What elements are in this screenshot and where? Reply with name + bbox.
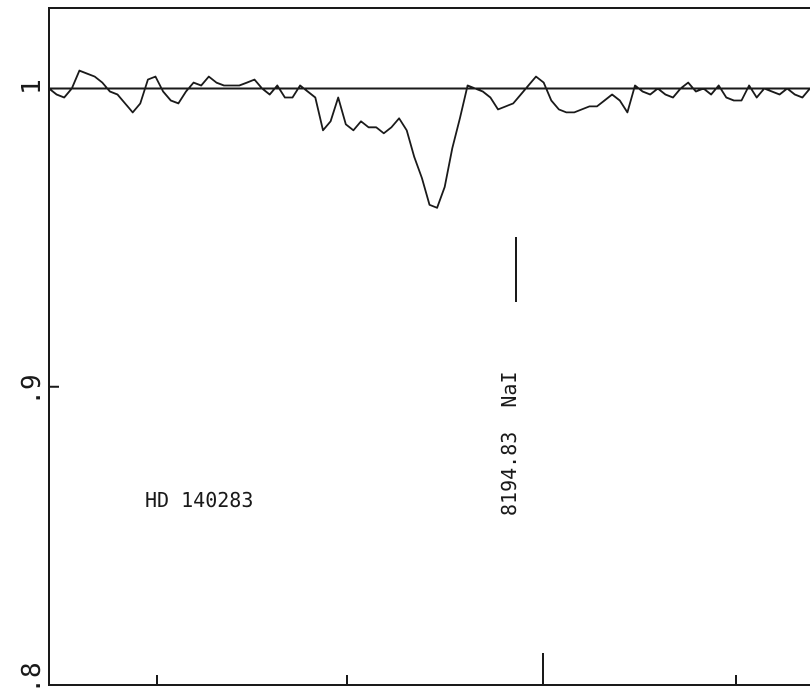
plot-frame bbox=[48, 7, 810, 686]
nai-line-label: 8194.83 NaI bbox=[497, 372, 521, 517]
y-tick-label-0.9: .9 bbox=[17, 374, 47, 405]
x-tick-marks bbox=[156, 653, 737, 685]
y-tick-label-0.8: .8 bbox=[17, 662, 47, 693]
y-tick-marks bbox=[49, 87, 59, 686]
star-name-label: HD 140283 bbox=[145, 488, 253, 512]
y-tick-label-1: 1 bbox=[17, 79, 47, 95]
spectrum-line bbox=[48, 69, 810, 209]
